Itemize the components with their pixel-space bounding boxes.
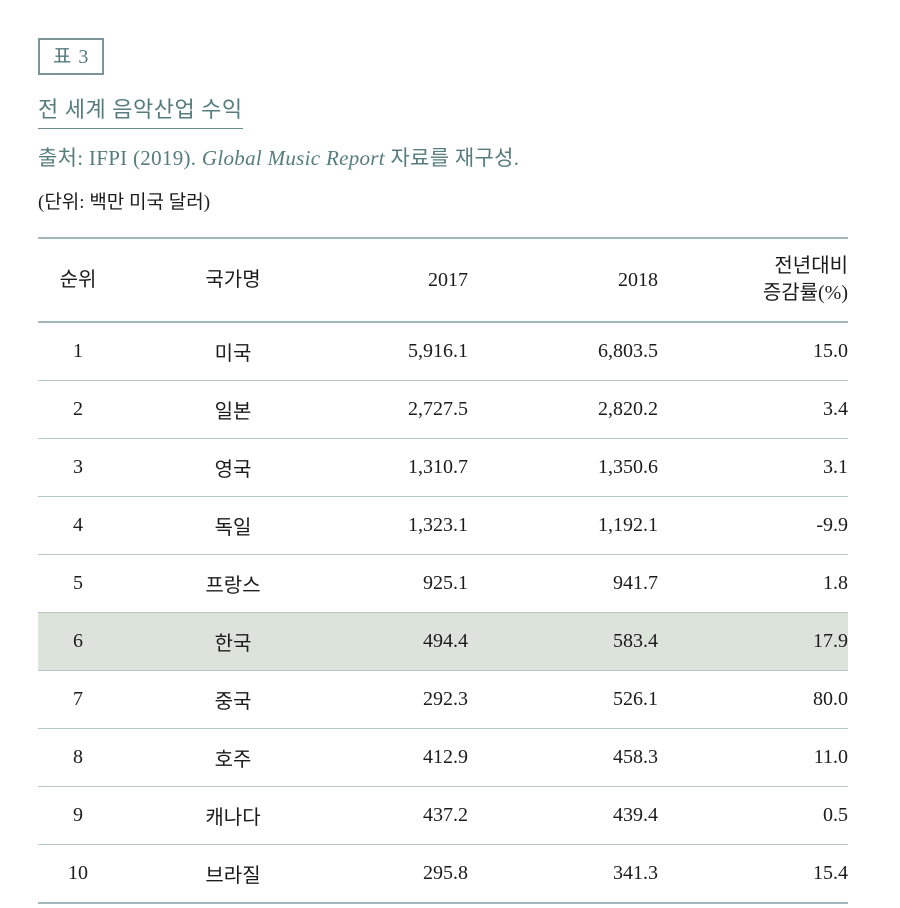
document-page: 표 3 전 세계 음악산업 수익 출처: IFPI (2019). Global… [0,0,900,908]
cell-rank: 6 [38,613,118,671]
cell-2018: 341.3 [468,845,658,904]
cell-rank: 4 [38,497,118,555]
cell-country: 브라질 [118,845,348,904]
cell-rank: 5 [38,555,118,613]
cell-change: 3.1 [658,439,848,497]
table-label-box: 표 3 [38,38,104,75]
table-row: 5 프랑스 925.1 941.7 1.8 [38,555,848,613]
cell-2017: 437.2 [348,787,468,845]
cell-2017: 925.1 [348,555,468,613]
cell-2018: 526.1 [468,671,658,729]
table-row: 4 독일 1,323.1 1,192.1 -9.9 [38,497,848,555]
source-line: 출처: IFPI (2019). Global Music Report 자료를… [38,142,900,172]
cell-2017: 295.8 [348,845,468,904]
cell-2017: 5,916.1 [348,322,468,381]
source-prefix: 출처: IFPI (2019). [38,146,202,170]
cell-country: 프랑스 [118,555,348,613]
table-row: 3 영국 1,310.7 1,350.6 3.1 [38,439,848,497]
cell-change: 3.4 [658,381,848,439]
cell-change: 80.0 [658,671,848,729]
cell-2018: 2,820.2 [468,381,658,439]
cell-2018: 1,350.6 [468,439,658,497]
cell-change: 0.5 [658,787,848,845]
cell-country: 호주 [118,729,348,787]
cell-rank: 7 [38,671,118,729]
cell-2018: 941.7 [468,555,658,613]
cell-country: 캐나다 [118,787,348,845]
header-change-line2: 증감률(%) [763,282,848,304]
cell-2018: 583.4 [468,613,658,671]
cell-change: 11.0 [658,729,848,787]
cell-2017: 494.4 [348,613,468,671]
header-row: 순위 국가명 2017 2018 전년대비 증감률(%) [38,238,848,322]
header-2017: 2017 [348,238,468,322]
cell-change: 15.0 [658,322,848,381]
cell-country: 한국 [118,613,348,671]
cell-rank: 2 [38,381,118,439]
cell-2018: 458.3 [468,729,658,787]
cell-rank: 10 [38,845,118,904]
cell-2017: 2,727.5 [348,381,468,439]
cell-country: 중국 [118,671,348,729]
revenue-table: 순위 국가명 2017 2018 전년대비 증감률(%) 1 미국 5,916.… [38,237,848,904]
table-body: 1 미국 5,916.1 6,803.5 15.0 2 일본 2,727.5 2… [38,322,848,903]
header-2018: 2018 [468,238,658,322]
header-change-line1: 전년대비 [774,255,848,277]
table-row: 1 미국 5,916.1 6,803.5 15.0 [38,322,848,381]
table-row: 2 일본 2,727.5 2,820.2 3.4 [38,381,848,439]
cell-rank: 8 [38,729,118,787]
cell-2017: 1,310.7 [348,439,468,497]
cell-change: -9.9 [658,497,848,555]
cell-change: 1.8 [658,555,848,613]
cell-rank: 9 [38,787,118,845]
cell-2017: 412.9 [348,729,468,787]
source-suffix: 자료를 재구성. [385,146,519,170]
table-row: 9 캐나다 437.2 439.4 0.5 [38,787,848,845]
cell-country: 영국 [118,439,348,497]
table-label: 표 3 [53,46,89,68]
header-country: 국가명 [118,238,348,322]
cell-change: 17.9 [658,613,848,671]
cell-2017: 292.3 [348,671,468,729]
document-title: 전 세계 음악산업 수익 [38,92,900,129]
table-row-korea-highlighted: 6 한국 494.4 583.4 17.9 [38,613,848,671]
cell-country: 일본 [118,381,348,439]
cell-rank: 3 [38,439,118,497]
cell-country: 미국 [118,322,348,381]
cell-2018: 1,192.1 [468,497,658,555]
table-row: 7 중국 292.3 526.1 80.0 [38,671,848,729]
header-change: 전년대비 증감률(%) [658,238,848,322]
cell-2018: 6,803.5 [468,322,658,381]
cell-change: 15.4 [658,845,848,904]
cell-2018: 439.4 [468,787,658,845]
header-rank: 순위 [38,238,118,322]
cell-rank: 1 [38,322,118,381]
document-title-text: 전 세계 음악산업 수익 [38,92,243,129]
cell-country: 독일 [118,497,348,555]
unit-note: (단위: 백만 미국 달러) [38,187,900,214]
table-row: 10 브라질 295.8 341.3 15.4 [38,845,848,904]
source-report-name: Global Music Report [202,146,385,170]
table-row: 8 호주 412.9 458.3 11.0 [38,729,848,787]
cell-2017: 1,323.1 [348,497,468,555]
table-header: 순위 국가명 2017 2018 전년대비 증감률(%) [38,238,848,322]
